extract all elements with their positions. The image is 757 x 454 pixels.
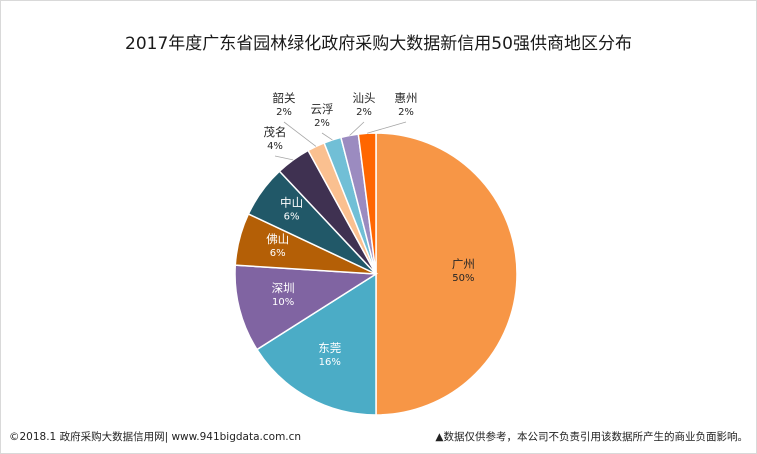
slice-percent-label: 2% bbox=[356, 107, 372, 118]
slice-percent-label: 2% bbox=[276, 107, 292, 118]
pie-slice bbox=[375, 132, 518, 416]
slice-percent-label: 2% bbox=[398, 107, 414, 118]
leader-line bbox=[283, 121, 317, 147]
slice-label: 广州 bbox=[452, 257, 475, 271]
slice-label: 茂名 bbox=[264, 125, 287, 139]
slice-label: 汕头 bbox=[353, 91, 376, 105]
pie-slice bbox=[255, 272, 377, 416]
footer-copyright: ©2018.1 政府采购大数据信用网| www.941bigdata.com.c… bbox=[9, 431, 302, 443]
slice-label: 佛山 bbox=[266, 232, 289, 246]
slice-label: 惠州 bbox=[395, 91, 418, 105]
slice-percent-label: 50% bbox=[452, 273, 474, 284]
slice-percent-label: 10% bbox=[272, 297, 294, 308]
leader-line bbox=[274, 155, 294, 161]
leader-line bbox=[321, 132, 333, 141]
slice-percent-label: 6% bbox=[270, 248, 286, 259]
leader-line bbox=[366, 121, 407, 134]
slice-label: 韶关 bbox=[273, 91, 296, 105]
slice-percent-label: 16% bbox=[319, 357, 341, 368]
slice-label: 深圳 bbox=[272, 281, 295, 295]
slice-label: 中山 bbox=[280, 196, 303, 210]
footer-disclaimer: ▲数据仅供参考，本公司不负责引用该数据所产生的商业负面影响。 bbox=[435, 431, 748, 443]
leader-line bbox=[349, 121, 365, 136]
slice-label: 东莞 bbox=[318, 341, 341, 355]
slice-label: 云浮 bbox=[311, 102, 334, 116]
chart-title: 2017年度广东省园林绿化政府采购大数据新信用50强供商地区分布 bbox=[125, 34, 632, 54]
slice-percent-label: 4% bbox=[267, 141, 283, 152]
slice-percent-label: 2% bbox=[314, 118, 330, 129]
pie-chart: 广州 50% 东莞 16% 深圳 10% 佛山 6% 中山 6% 茂名 4% 韶关 2% 云浮 2% 汕头 2% 惠… bbox=[234, 91, 518, 416]
slice-percent-label: 6% bbox=[284, 212, 300, 223]
pie-slice bbox=[234, 264, 379, 351]
